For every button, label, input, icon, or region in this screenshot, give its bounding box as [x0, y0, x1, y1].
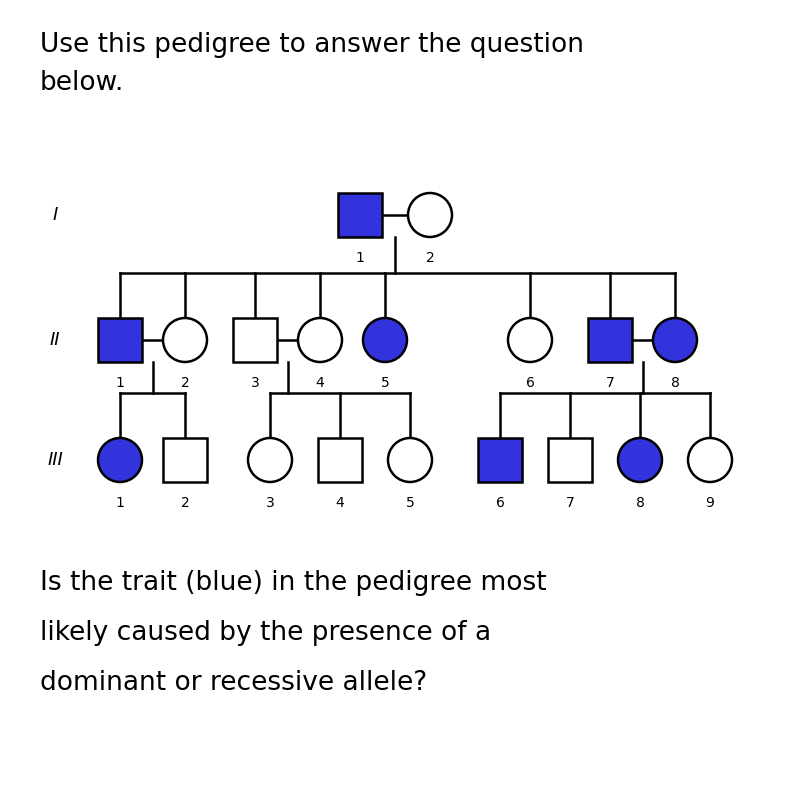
Text: 6: 6 — [495, 496, 505, 510]
Text: 8: 8 — [635, 496, 645, 510]
Ellipse shape — [248, 438, 292, 482]
Text: 5: 5 — [406, 496, 414, 510]
Text: III: III — [47, 451, 63, 469]
Text: 7: 7 — [566, 496, 574, 510]
Bar — [233, 318, 277, 362]
Text: 6: 6 — [526, 376, 534, 390]
Text: 7: 7 — [606, 376, 614, 390]
Bar — [98, 318, 142, 362]
Text: 3: 3 — [250, 376, 259, 390]
Ellipse shape — [163, 318, 207, 362]
Text: 2: 2 — [181, 496, 190, 510]
Text: 2: 2 — [426, 251, 434, 265]
Text: 1: 1 — [355, 251, 365, 265]
Bar — [318, 438, 362, 482]
Text: 2: 2 — [181, 376, 190, 390]
Text: 3: 3 — [266, 496, 274, 510]
Bar — [163, 438, 207, 482]
Bar — [478, 438, 522, 482]
Text: 1: 1 — [115, 496, 125, 510]
Text: Use this pedigree to answer the question
below.: Use this pedigree to answer the question… — [40, 32, 584, 96]
Bar — [588, 318, 632, 362]
Text: II: II — [50, 331, 60, 349]
Text: 5: 5 — [381, 376, 390, 390]
Text: 4: 4 — [336, 496, 344, 510]
Ellipse shape — [408, 193, 452, 237]
Text: Is the trait (blue) in the pedigree most
likely caused by the presence of a
domi: Is the trait (blue) in the pedigree most… — [40, 570, 546, 696]
Bar — [548, 438, 592, 482]
Text: I: I — [52, 206, 58, 224]
Text: 9: 9 — [706, 496, 714, 510]
Ellipse shape — [298, 318, 342, 362]
Ellipse shape — [388, 438, 432, 482]
Ellipse shape — [508, 318, 552, 362]
Ellipse shape — [363, 318, 407, 362]
Ellipse shape — [653, 318, 697, 362]
Text: 1: 1 — [115, 376, 125, 390]
Text: 4: 4 — [316, 376, 324, 390]
Bar — [338, 193, 382, 237]
Text: 8: 8 — [670, 376, 679, 390]
Ellipse shape — [98, 438, 142, 482]
Ellipse shape — [618, 438, 662, 482]
Ellipse shape — [688, 438, 732, 482]
